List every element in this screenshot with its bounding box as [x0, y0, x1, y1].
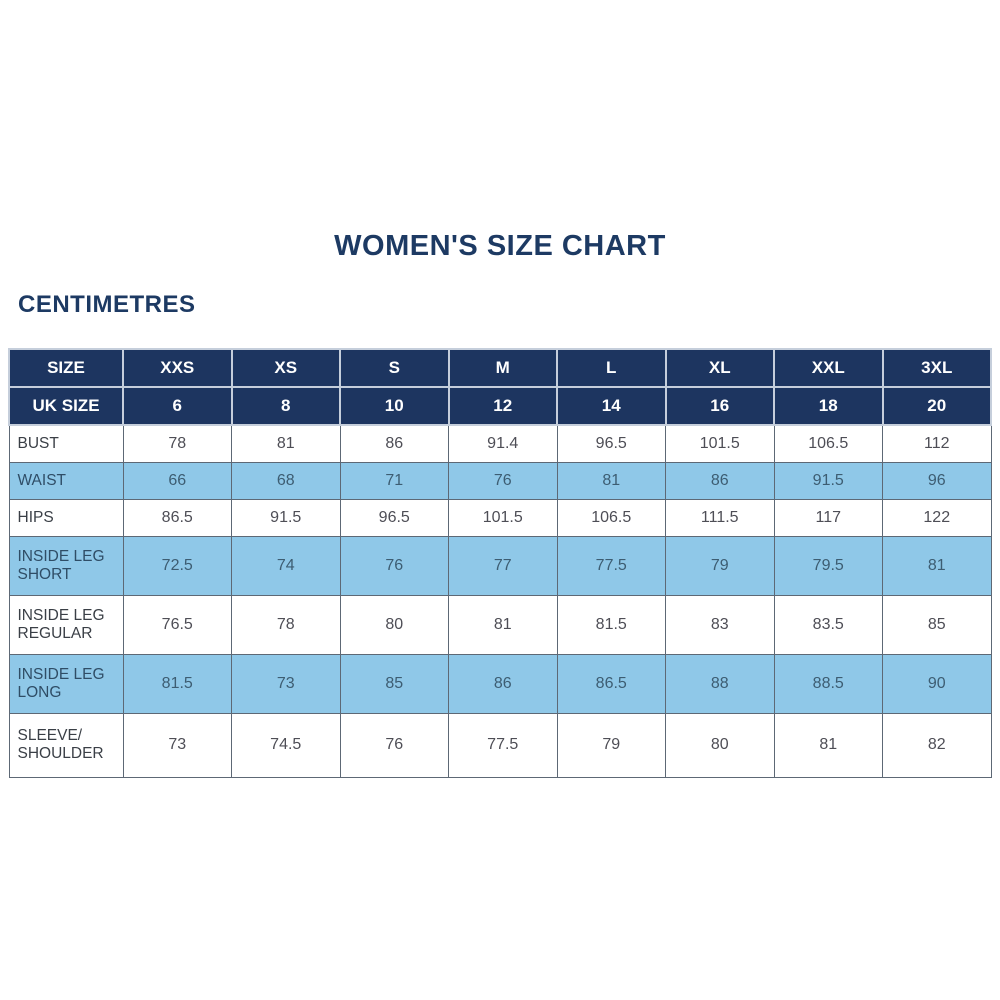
- size-header-row: SIZE XXS XS S M L XL XXL 3XL: [8, 348, 992, 388]
- measure-value-cell: 82: [882, 712, 992, 778]
- unit-heading: CENTIMETRES: [18, 291, 196, 318]
- size-header-cell: L: [556, 348, 667, 388]
- uk-size-cell: 18: [773, 386, 884, 426]
- measure-value-cell: 76: [448, 461, 558, 500]
- measure-value-cell: 80: [339, 594, 449, 655]
- measure-value-cell: 85: [339, 653, 449, 714]
- size-header-cell: XL: [664, 348, 775, 388]
- measure-value-cell: 73: [231, 653, 341, 714]
- uk-size-label-cell: UK SIZE: [8, 386, 124, 426]
- measure-value-cell: 77.5: [448, 712, 558, 778]
- measure-label-cell: SLEEVE/ SHOULDER: [8, 712, 124, 778]
- measure-value-cell: 86.5: [122, 498, 232, 537]
- measure-value-cell: 96.5: [556, 424, 666, 463]
- measure-value-cell: 76: [339, 712, 449, 778]
- measure-value-cell: 122: [882, 498, 992, 537]
- uk-size-cell: 14: [556, 386, 667, 426]
- measure-value-cell: 77: [448, 535, 558, 596]
- measure-value-cell: 101.5: [448, 498, 558, 537]
- size-table: SIZE XXS XS S M L XL XXL 3XL UK SIZE 6 8…: [8, 348, 992, 778]
- measure-value-cell: 101.5: [665, 424, 775, 463]
- measure-value-cell: 77.5: [556, 535, 666, 596]
- measure-value-cell: 79: [665, 535, 775, 596]
- measure-value-cell: 78: [122, 424, 232, 463]
- measure-value-cell: 112: [882, 424, 992, 463]
- measure-value-cell: 86: [339, 424, 449, 463]
- size-header-cell: S: [339, 348, 450, 388]
- measure-value-cell: 81: [882, 535, 992, 596]
- uk-size-cell: 12: [447, 386, 558, 426]
- measure-value-cell: 91.4: [448, 424, 558, 463]
- measure-value-cell: 76: [339, 535, 449, 596]
- measure-value-cell: 80: [665, 712, 775, 778]
- uk-size-cell: 20: [881, 386, 992, 426]
- measure-value-cell: 117: [773, 498, 883, 537]
- table-row: SLEEVE/ SHOULDER 73 74.5 76 77.5 79 80 8…: [8, 712, 992, 778]
- measure-value-cell: 78: [231, 594, 341, 655]
- measure-label-cell: INSIDE LEG REGULAR: [8, 594, 124, 655]
- measure-value-cell: 74.5: [231, 712, 341, 778]
- table-row: INSIDE LEG SHORT 72.5 74 76 77 77.5 79 7…: [8, 535, 992, 596]
- measure-value-cell: 86.5: [556, 653, 666, 714]
- size-table-header: SIZE XXS XS S M L XL XXL 3XL UK SIZE 6 8…: [8, 348, 992, 426]
- table-row: INSIDE LEG LONG 81.5 73 85 86 86.5 88 88…: [8, 653, 992, 714]
- size-header-label-cell: SIZE: [8, 348, 124, 388]
- uk-size-header-row: UK SIZE 6 8 10 12 14 16 18 20: [8, 386, 992, 426]
- measure-value-cell: 85: [882, 594, 992, 655]
- measure-value-cell: 81: [773, 712, 883, 778]
- measure-value-cell: 91.5: [231, 498, 341, 537]
- table-row: HIPS 86.5 91.5 96.5 101.5 106.5 111.5 11…: [8, 498, 992, 537]
- measure-value-cell: 86: [665, 461, 775, 500]
- measure-value-cell: 81: [556, 461, 666, 500]
- measure-label-cell: HIPS: [8, 498, 124, 537]
- measure-value-cell: 91.5: [773, 461, 883, 500]
- size-header-cell: M: [447, 348, 558, 388]
- measure-value-cell: 81.5: [122, 653, 232, 714]
- measure-value-cell: 96: [882, 461, 992, 500]
- measure-value-cell: 71: [339, 461, 449, 500]
- measure-label-cell: BUST: [8, 424, 124, 463]
- measure-label-cell: INSIDE LEG SHORT: [8, 535, 124, 596]
- measure-label-cell: WAIST: [8, 461, 124, 500]
- measure-value-cell: 68: [231, 461, 341, 500]
- page-title: WOMEN'S SIZE CHART: [334, 230, 666, 262]
- measure-value-cell: 74: [231, 535, 341, 596]
- table-row: BUST 78 81 86 91.4 96.5 101.5 106.5 112: [8, 424, 992, 463]
- uk-size-cell: 10: [339, 386, 450, 426]
- measure-value-cell: 83: [665, 594, 775, 655]
- uk-size-cell: 8: [230, 386, 341, 426]
- size-header-cell: 3XL: [881, 348, 992, 388]
- measure-value-cell: 76.5: [122, 594, 232, 655]
- measure-value-cell: 83.5: [773, 594, 883, 655]
- measure-value-cell: 81.5: [556, 594, 666, 655]
- measure-value-cell: 81: [448, 594, 558, 655]
- measure-value-cell: 73: [122, 712, 232, 778]
- size-header-cell: XXS: [122, 348, 233, 388]
- measure-value-cell: 96.5: [339, 498, 449, 537]
- measure-value-cell: 106.5: [773, 424, 883, 463]
- measure-value-cell: 79: [556, 712, 666, 778]
- measure-value-cell: 111.5: [665, 498, 775, 537]
- measure-value-cell: 88.5: [773, 653, 883, 714]
- size-header-cell: XS: [230, 348, 341, 388]
- measure-value-cell: 86: [448, 653, 558, 714]
- measure-value-cell: 90: [882, 653, 992, 714]
- uk-size-cell: 6: [122, 386, 233, 426]
- measure-value-cell: 66: [122, 461, 232, 500]
- size-chart-page: WOMEN'S SIZE CHART CENTIMETRES SIZE XXS …: [8, 230, 992, 778]
- measure-value-cell: 88: [665, 653, 775, 714]
- measure-value-cell: 106.5: [556, 498, 666, 537]
- measure-value-cell: 81: [231, 424, 341, 463]
- measure-value-cell: 79.5: [773, 535, 883, 596]
- measure-value-cell: 72.5: [122, 535, 232, 596]
- size-table-body: BUST 78 81 86 91.4 96.5 101.5 106.5 112 …: [8, 424, 992, 778]
- table-row: WAIST 66 68 71 76 81 86 91.5 96: [8, 461, 992, 500]
- measure-label-cell: INSIDE LEG LONG: [8, 653, 124, 714]
- size-header-cell: XXL: [773, 348, 884, 388]
- table-row: INSIDE LEG REGULAR 76.5 78 80 81 81.5 83…: [8, 594, 992, 655]
- uk-size-cell: 16: [664, 386, 775, 426]
